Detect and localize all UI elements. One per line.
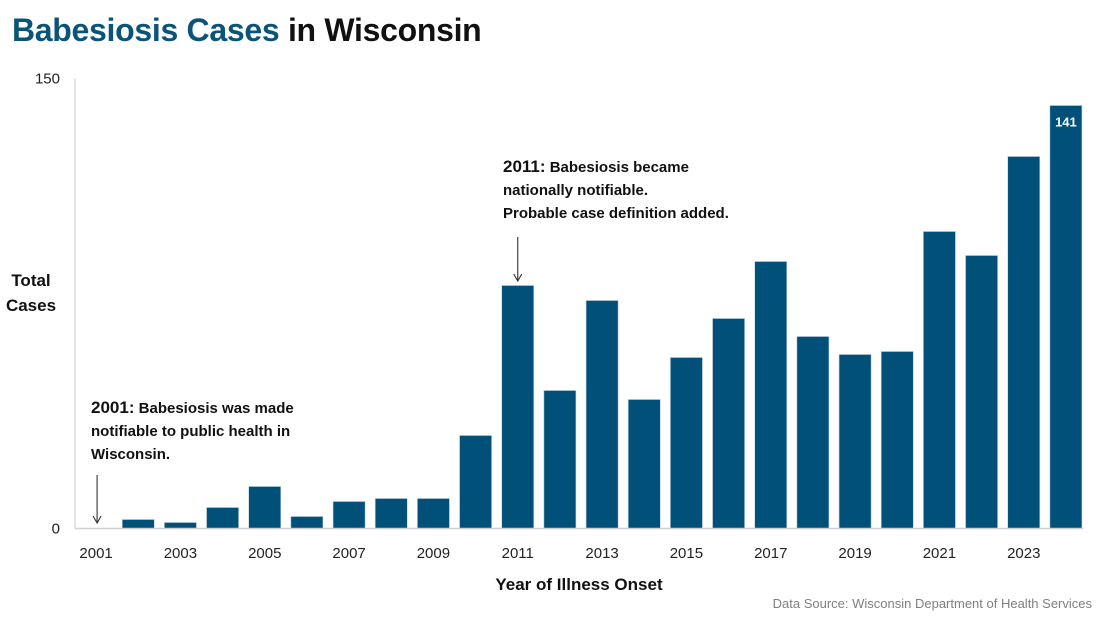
bar-2019 (838, 354, 872, 529)
annotation-line: Probable case definition added. (503, 205, 729, 222)
x-tick-label-2003: 2003 (164, 545, 197, 562)
data-source: Data Source: Wisconsin Department of Hea… (772, 596, 1092, 611)
x-tick-label-2007: 2007 (332, 545, 365, 562)
bar-2004 (206, 507, 239, 529)
chart-title: Babesiosis Cases in Wisconsin (12, 12, 482, 49)
x-tick-label-2011: 2011 (502, 545, 534, 562)
bar-2005 (248, 486, 282, 529)
annotation-line: nationally notifiable. (503, 182, 648, 199)
annotation-2001: 2001: Babesiosis was made notifiable to p… (91, 398, 294, 525)
annotation-line: 2011: Babesiosis became (503, 157, 689, 176)
arrow-down-icon (92, 515, 102, 525)
x-tick-label-2019: 2019 (838, 545, 871, 562)
y-tick-label-150: 150 (35, 71, 60, 88)
x-tick-label-2005: 2005 (248, 545, 281, 562)
bar-2014 (627, 399, 661, 529)
x-tick-label-2001: 2001 (79, 545, 112, 562)
bar-2007 (332, 501, 366, 529)
data-labels: 141 (1055, 115, 1077, 130)
x-tick-label-2023: 2023 (1007, 545, 1040, 562)
x-tick-label-2009: 2009 (417, 545, 450, 562)
annotation-line: notifiable to public health in (91, 423, 290, 440)
bar-2003 (164, 522, 197, 529)
chart-title-accent: Babesiosis Cases (12, 12, 280, 48)
annotation-line: Wisconsin. (91, 446, 170, 463)
bar-2024 (1049, 105, 1083, 529)
bar-2008 (374, 498, 408, 529)
y-axis-title-line: Cases (6, 296, 56, 315)
chart-title-rest: in Wisconsin (279, 12, 482, 48)
x-tick-label-2021: 2021 (923, 545, 956, 562)
bar-2015 (670, 357, 703, 529)
annotation-line: 2001: Babesiosis was made (91, 398, 294, 417)
bar-2011 (501, 285, 535, 529)
bar-2016 (712, 318, 745, 529)
bar-2022 (965, 255, 998, 529)
y-tick-label-0: 0 (52, 521, 60, 538)
bar-2006 (290, 516, 324, 529)
annotation-2011: 2011: Babesiosis became nationally notifi… (503, 157, 729, 283)
annotations: 2001: Babesiosis was made notifiable to p… (91, 157, 729, 525)
bars-group (121, 105, 1083, 529)
x-tick-label-2015: 2015 (670, 545, 703, 562)
bar-2009 (417, 498, 450, 529)
x-tick-label-2017: 2017 (754, 545, 787, 562)
bar-2002 (121, 519, 155, 529)
y-axis-title: Total Cases (6, 271, 56, 315)
data-label-2024: 141 (1055, 115, 1077, 130)
bar-2023 (1007, 156, 1041, 529)
y-tick-labels: 0 150 (35, 71, 60, 538)
bar-2017 (754, 261, 788, 529)
x-tick-label-2013: 2013 (585, 545, 618, 562)
bar-2010 (459, 435, 492, 529)
bar-2013 (585, 300, 619, 529)
bar-2018 (796, 336, 830, 529)
arrow-down-icon (513, 273, 523, 283)
x-tick-labels: 2001 2003 2005 2007 2009 2011 2013 2015 2017 2019… (79, 545, 1040, 562)
bar-2020 (880, 351, 914, 529)
x-axis-title: Year of Illness Onset (495, 575, 663, 594)
bar-2021 (923, 231, 956, 529)
y-axis-title-line: Total (11, 271, 50, 290)
bar-2012 (543, 390, 577, 529)
